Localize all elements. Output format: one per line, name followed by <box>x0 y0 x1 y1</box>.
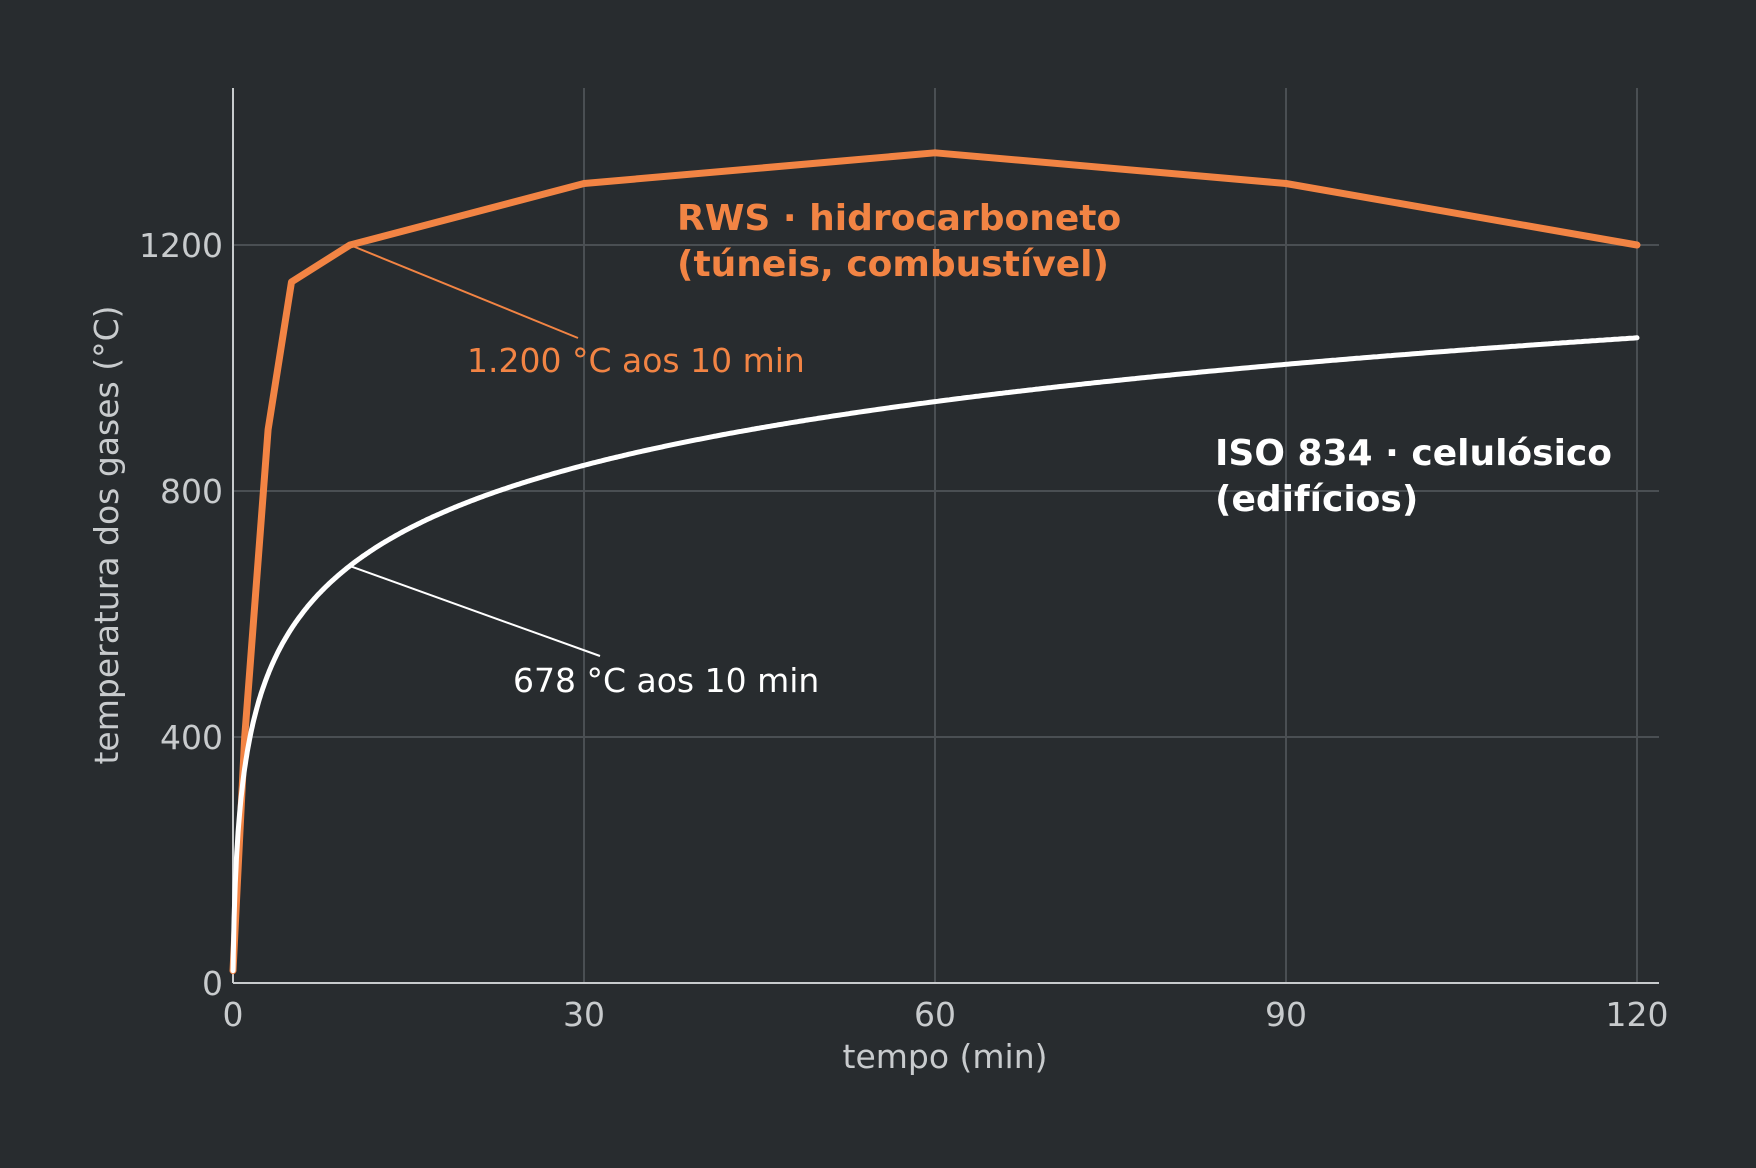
annotation-layer <box>349 244 601 657</box>
rws-series-label-line-1: RWS · hidrocarboneto <box>677 198 1121 239</box>
x-tick-label: 30 <box>563 995 605 1034</box>
rws-callout-label: 1.200 °C aos 10 min <box>467 341 805 380</box>
iso-series-line <box>230 335 1640 974</box>
rws-series-label-line-2: (túneis, combustível) <box>677 244 1109 285</box>
y-axis-title: temperatura dos gases (°C) <box>87 305 126 764</box>
iso-series-label-line-2: (edifícios) <box>1215 479 1418 520</box>
rws-callout-leader <box>349 244 579 339</box>
x-tick-label: 120 <box>1606 995 1669 1034</box>
iso-callout-leader <box>349 565 601 657</box>
label-layer: tempo (min) temperatura dos gases (°C) R… <box>87 198 1625 1076</box>
y-tick-label: 400 <box>160 718 223 757</box>
iso-callout-label: 678 °C aos 10 min <box>513 661 819 700</box>
x-tick-label: 0 <box>223 995 244 1034</box>
x-tick-label: 90 <box>1265 995 1307 1034</box>
x-axis-title: tempo (min) <box>843 1037 1048 1076</box>
y-tick-label: 800 <box>160 472 223 511</box>
rws-series-label: RWS · hidrocarboneto (túneis, combustíve… <box>677 198 1134 285</box>
iso-series-label-line-1: ISO 834 · celulósico <box>1215 433 1612 474</box>
y-tick-label: 1200 <box>139 226 223 265</box>
iso-series-label: ISO 834 · celulósico (edifícios) <box>1215 433 1625 520</box>
y-tick-label: 0 <box>202 964 223 1003</box>
grid-layer <box>233 88 1659 983</box>
x-tick-label: 60 <box>914 995 956 1034</box>
